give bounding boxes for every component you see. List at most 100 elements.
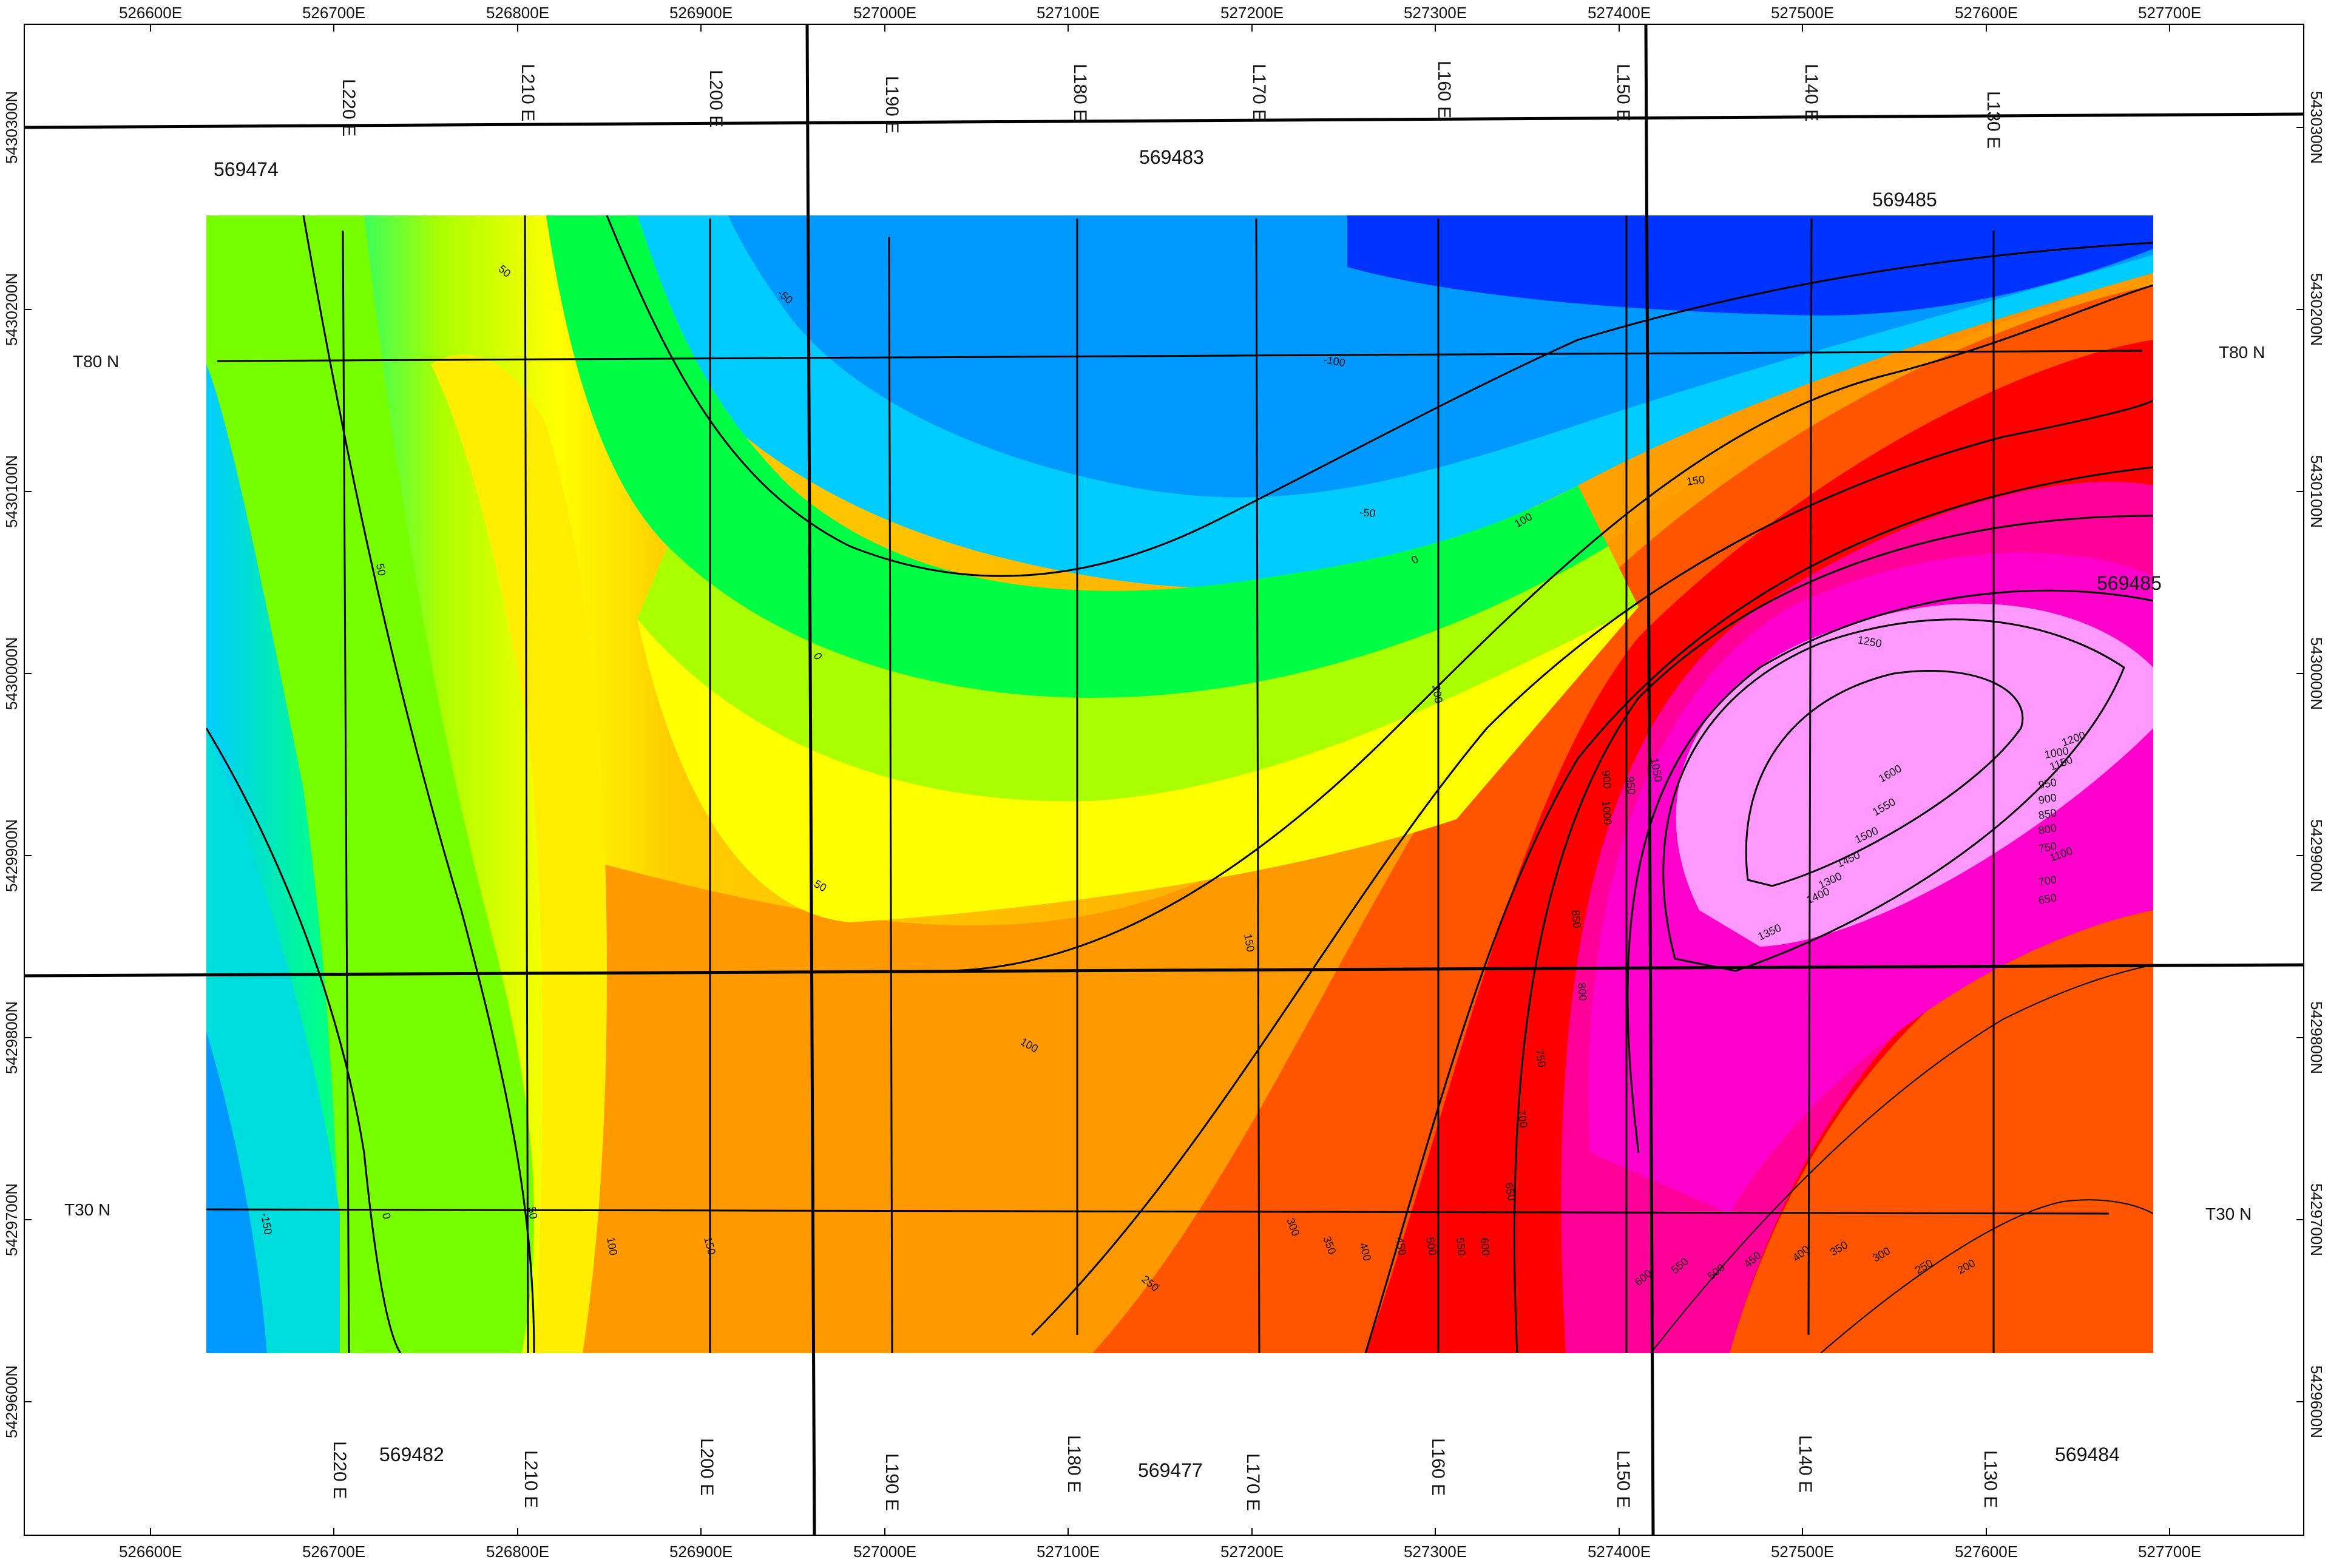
band-blue — [1347, 215, 2153, 316]
easting-label-bottom: 527700E — [2138, 1543, 2201, 1561]
contour-label: -50 — [1359, 506, 1376, 519]
survey-line-label-top: L140 E — [1801, 64, 1821, 121]
survey-line-label-top: L210 E — [518, 64, 538, 121]
survey-line-label-top: L170 E — [1249, 64, 1269, 121]
survey-line-label-top: L130 E — [1983, 91, 2003, 149]
easting-label-bottom: 527400E — [1588, 1543, 1651, 1561]
contour-500 — [1364, 466, 2153, 1353]
northing-label-left: 5429900N — [2, 819, 21, 892]
left-northing-labels: 5430300N 5430200N 5430100N 5430000N 5429… — [2, 91, 21, 1438]
easting-label-bottom: 526600E — [119, 1543, 182, 1561]
contour-low-right-2 — [1820, 1199, 2153, 1353]
claim-number-label: 569482 — [379, 1444, 444, 1465]
claim-labels: 569474 569483 569485 569485 569482 56947… — [214, 146, 2162, 1481]
survey-line — [524, 215, 529, 1354]
tie-line-label-left: T80 N — [73, 352, 119, 371]
easting-label-top: 527500E — [1771, 4, 1834, 22]
survey-line-group — [342, 215, 1995, 1354]
survey-line-labels-top: L220 E L210 E L200 E L190 E L180 E L170 … — [339, 61, 2003, 149]
band-green — [546, 215, 1608, 698]
easting-label-bottom: 527500E — [1771, 1543, 1834, 1561]
contour-label: 0 — [380, 1212, 393, 1220]
easting-label-top: 526900E — [669, 4, 733, 22]
northing-label-right: 5430000N — [2307, 637, 2326, 710]
northing-label-right: 5430200N — [2307, 273, 2326, 346]
band-left-blue — [206, 1032, 267, 1353]
easting-label-bottom: 526700E — [302, 1543, 365, 1561]
contour-left-50 — [206, 728, 402, 1353]
contour-color-grid — [206, 215, 2153, 1353]
contour-1250 — [1662, 618, 2125, 972]
easting-label-bottom: 527200E — [1220, 1543, 1284, 1561]
northing-label-right: 5430100N — [2307, 455, 2326, 528]
northing-label-left: 5430100N — [2, 455, 21, 528]
northing-label-left: 5429700N — [2, 1183, 21, 1256]
easting-label-bottom: 527100E — [1037, 1543, 1100, 1561]
claim-number-label: 569474 — [214, 158, 279, 180]
survey-line — [888, 236, 893, 1354]
contour-1000 — [1626, 589, 2153, 1154]
survey-line-label-bottom: L190 E — [882, 1453, 902, 1511]
tie-line — [206, 1208, 2110, 1215]
contour-0 — [606, 215, 2153, 577]
survey-line-label-bottom: L130 E — [1980, 1450, 2000, 1508]
northing-label-right: 5429900N — [2307, 819, 2326, 892]
contour-label: 950 — [1624, 776, 1638, 796]
band-yellow — [637, 607, 1639, 922]
contour-label: 150 — [1686, 473, 1706, 488]
northing-ticks — [24, 127, 2304, 1402]
contour-label: 550 — [1454, 1237, 1468, 1257]
easting-label-top: 527700E — [2138, 4, 2201, 22]
claim-boundary — [1644, 24, 1655, 1536]
easting-label-top: 527100E — [1037, 4, 1100, 22]
survey-line-label-bottom: L140 E — [1795, 1435, 1815, 1493]
contour-label: 850 — [1569, 910, 1583, 929]
northing-label-left: 5429600N — [2, 1365, 21, 1438]
claim-number-label: 569485 — [1872, 189, 1937, 211]
contour-label: 800 — [1575, 982, 1589, 1002]
survey-line-label-top: L190 E — [882, 76, 902, 133]
easting-label-bottom: 527600E — [1955, 1543, 2018, 1561]
easting-label-bottom: 527000E — [853, 1543, 916, 1561]
band-left-green — [206, 215, 534, 1353]
easting-ticks — [150, 24, 2170, 1535]
survey-line-label-bottom: L210 E — [521, 1450, 541, 1508]
contour-low-right — [1650, 964, 2153, 1353]
northing-label-right: 5430300N — [2307, 91, 2326, 164]
survey-line — [342, 230, 350, 1354]
northing-label-left: 5430000N — [2, 637, 21, 710]
easting-label-top: 526600E — [119, 4, 182, 22]
survey-line-labels-bottom: L220 E L210 E L200 E L190 E L180 E L170 … — [330, 1435, 2000, 1511]
contour-750 — [1513, 515, 2153, 1353]
tie-line — [217, 350, 2143, 362]
easting-label-top: 527300E — [1404, 4, 1467, 22]
claim-boundary — [24, 963, 2304, 978]
survey-line-label-top: L200 E — [706, 70, 726, 127]
northing-label-right: 5429600N — [2307, 1365, 2326, 1438]
bottom-easting-labels: 526600E 526700E 526800E 526900E 527000E … — [119, 1543, 2201, 1561]
survey-line — [1255, 218, 1260, 1354]
survey-line-label-top: L180 E — [1070, 64, 1090, 121]
northing-label-left: 5429800N — [2, 1001, 21, 1074]
northing-label-right: 5429800N — [2307, 1001, 2326, 1074]
survey-line-label-bottom: L150 E — [1613, 1450, 1633, 1508]
easting-label-top: 527200E — [1220, 4, 1284, 22]
survey-line-label-bottom: L170 E — [1243, 1453, 1263, 1511]
northing-label-right: 5429700N — [2307, 1183, 2326, 1256]
claim-number-label: 569485 — [2097, 572, 2162, 594]
contour-left-0 — [302, 215, 535, 1353]
tie-line-labels: T80 N T80 N T30 N T30 N — [64, 343, 2265, 1223]
tie-line-label-right: T80 N — [2219, 343, 2265, 362]
contour-label: 900 — [1600, 770, 1614, 789]
easting-label-top: 527600E — [1955, 4, 2018, 22]
claim-number-label: 569484 — [2055, 1444, 2120, 1465]
northing-label-left: 5430200N — [2, 273, 21, 346]
easting-label-top: 527400E — [1588, 4, 1651, 22]
top-easting-labels: 526600E 526700E 526800E 526900E 527000E … — [119, 4, 2201, 22]
tie-line-label-left: T30 N — [64, 1200, 110, 1219]
survey-line — [1807, 218, 1813, 1336]
easting-label-bottom: 526900E — [669, 1543, 733, 1561]
tie-line-group — [206, 350, 2143, 1215]
easting-label-top: 526800E — [486, 4, 549, 22]
contour-label: 50 — [374, 563, 388, 576]
